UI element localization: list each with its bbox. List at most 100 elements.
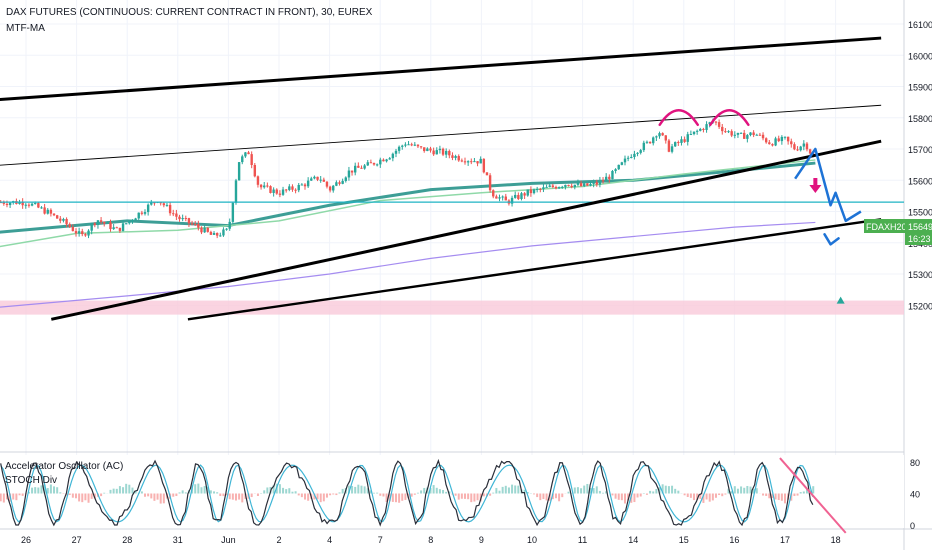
candle-body <box>557 187 561 189</box>
ac-histogram-bar <box>12 493 15 500</box>
ac-histogram-bar <box>93 493 96 499</box>
candle-body <box>115 227 118 229</box>
ac-histogram-bar <box>18 493 21 496</box>
ac-histogram-bar <box>696 493 699 500</box>
ac-histogram-bar <box>213 491 216 494</box>
ac-histogram-bar <box>385 493 388 503</box>
ac-histogram-bar <box>558 493 561 502</box>
candle-body <box>244 152 247 157</box>
candle-body <box>670 146 674 152</box>
candle-body <box>291 186 294 190</box>
candle-body <box>21 201 24 206</box>
candle-body <box>570 185 573 188</box>
candle-body <box>40 207 43 209</box>
candle-body <box>181 218 184 220</box>
ac-histogram-bar <box>144 493 147 497</box>
ac-histogram-bar <box>410 493 413 497</box>
candle-body <box>146 204 150 213</box>
candle-body <box>485 172 489 176</box>
ac-histogram-bar <box>683 493 686 496</box>
candle-body <box>153 202 156 204</box>
candle-body <box>645 141 649 143</box>
indicator-label-ac: Accelerator Oscillator (AC) <box>5 461 123 472</box>
ac-histogram-bar <box>357 484 360 494</box>
ac-histogram-bar <box>43 484 46 494</box>
ac-histogram-bar <box>677 490 680 494</box>
time-axis-label: 18 <box>831 535 841 545</box>
candle-body <box>476 161 479 164</box>
candle-body <box>466 161 470 163</box>
candle-body <box>648 141 652 144</box>
candle-body <box>680 139 683 143</box>
candle-body <box>579 183 583 187</box>
candle-body <box>786 136 790 142</box>
candle-body <box>548 185 551 187</box>
candle-body <box>539 188 542 190</box>
ac-histogram-bar <box>476 493 479 501</box>
ac-histogram-bar <box>755 488 758 494</box>
ac-histogram-bar <box>714 493 717 498</box>
ac-histogram-bar <box>595 486 598 494</box>
ac-histogram-bar <box>589 487 592 494</box>
ac-histogram-bar <box>511 484 514 494</box>
candle-body <box>598 180 602 185</box>
candle-body <box>347 170 351 178</box>
candle-body <box>77 231 81 234</box>
trend-lines[interactable] <box>0 36 882 321</box>
candle-body <box>636 152 639 154</box>
candle-body <box>231 202 235 222</box>
ac-histogram-bar <box>464 493 467 499</box>
ac-histogram-bar <box>768 493 771 499</box>
candle-body <box>259 184 263 188</box>
ac-histogram-bar <box>156 493 159 500</box>
ac-histogram-bar <box>263 490 266 494</box>
ac-histogram-bar <box>526 492 529 494</box>
ac-histogram-bar <box>78 493 81 502</box>
ac-histogram-bar <box>473 493 476 502</box>
time-axis-label: 14 <box>628 535 638 545</box>
candle-body <box>121 223 125 231</box>
candle-body <box>328 186 332 191</box>
candle-body <box>134 218 137 221</box>
candle-body <box>592 182 595 184</box>
time-axis-label: 2 <box>276 535 281 545</box>
trend-line-rising-support[interactable] <box>50 139 882 321</box>
candle-body <box>777 138 780 142</box>
candle-body <box>686 134 689 142</box>
candle-body <box>269 186 272 193</box>
trend-line-lower-channel[interactable] <box>187 218 882 321</box>
candle-body <box>68 224 71 228</box>
ac-histogram-bar <box>131 487 134 494</box>
ac-histogram-bar <box>122 487 125 494</box>
candle-body <box>118 227 122 231</box>
candle-body <box>288 186 291 190</box>
osc-axis-label: 0 <box>910 521 915 531</box>
ac-histogram-bar <box>416 492 419 494</box>
trend-line-upper-channel-top[interactable] <box>0 36 882 102</box>
ac-histogram-bar <box>727 488 730 494</box>
time-axis[interactable]: 26 27 28 31 Jun 2 4 7 8 9 10 11 14 15 16 17 18 <box>21 535 841 545</box>
ac-histogram-bar <box>573 487 576 494</box>
drawings[interactable] <box>658 109 862 246</box>
price-axis-label: 16100 <box>908 20 932 30</box>
ac-histogram-bar <box>658 487 661 494</box>
candle-body <box>783 136 787 138</box>
ac-histogram-bar <box>172 493 175 497</box>
ac-histogram-bar <box>219 493 222 497</box>
candle-body <box>451 155 454 158</box>
ac-histogram-bar <box>762 493 765 496</box>
ac-histogram-bar <box>216 492 219 494</box>
ac-histogram-bar <box>667 486 670 494</box>
ac-histogram-bar <box>297 493 300 496</box>
candle-body <box>93 223 97 225</box>
candle-body <box>444 150 448 155</box>
trend-line-upper-channel-mid[interactable] <box>0 104 882 166</box>
candle-body <box>310 178 313 181</box>
candle-body <box>802 143 806 147</box>
price-axis-label: 15800 <box>908 114 932 124</box>
ac-histogram-bar <box>373 492 376 494</box>
ac-histogram-bar <box>442 489 445 494</box>
price-badge: FDAXH2021 15649 16:23 <box>864 219 932 245</box>
candle-body <box>184 218 187 220</box>
